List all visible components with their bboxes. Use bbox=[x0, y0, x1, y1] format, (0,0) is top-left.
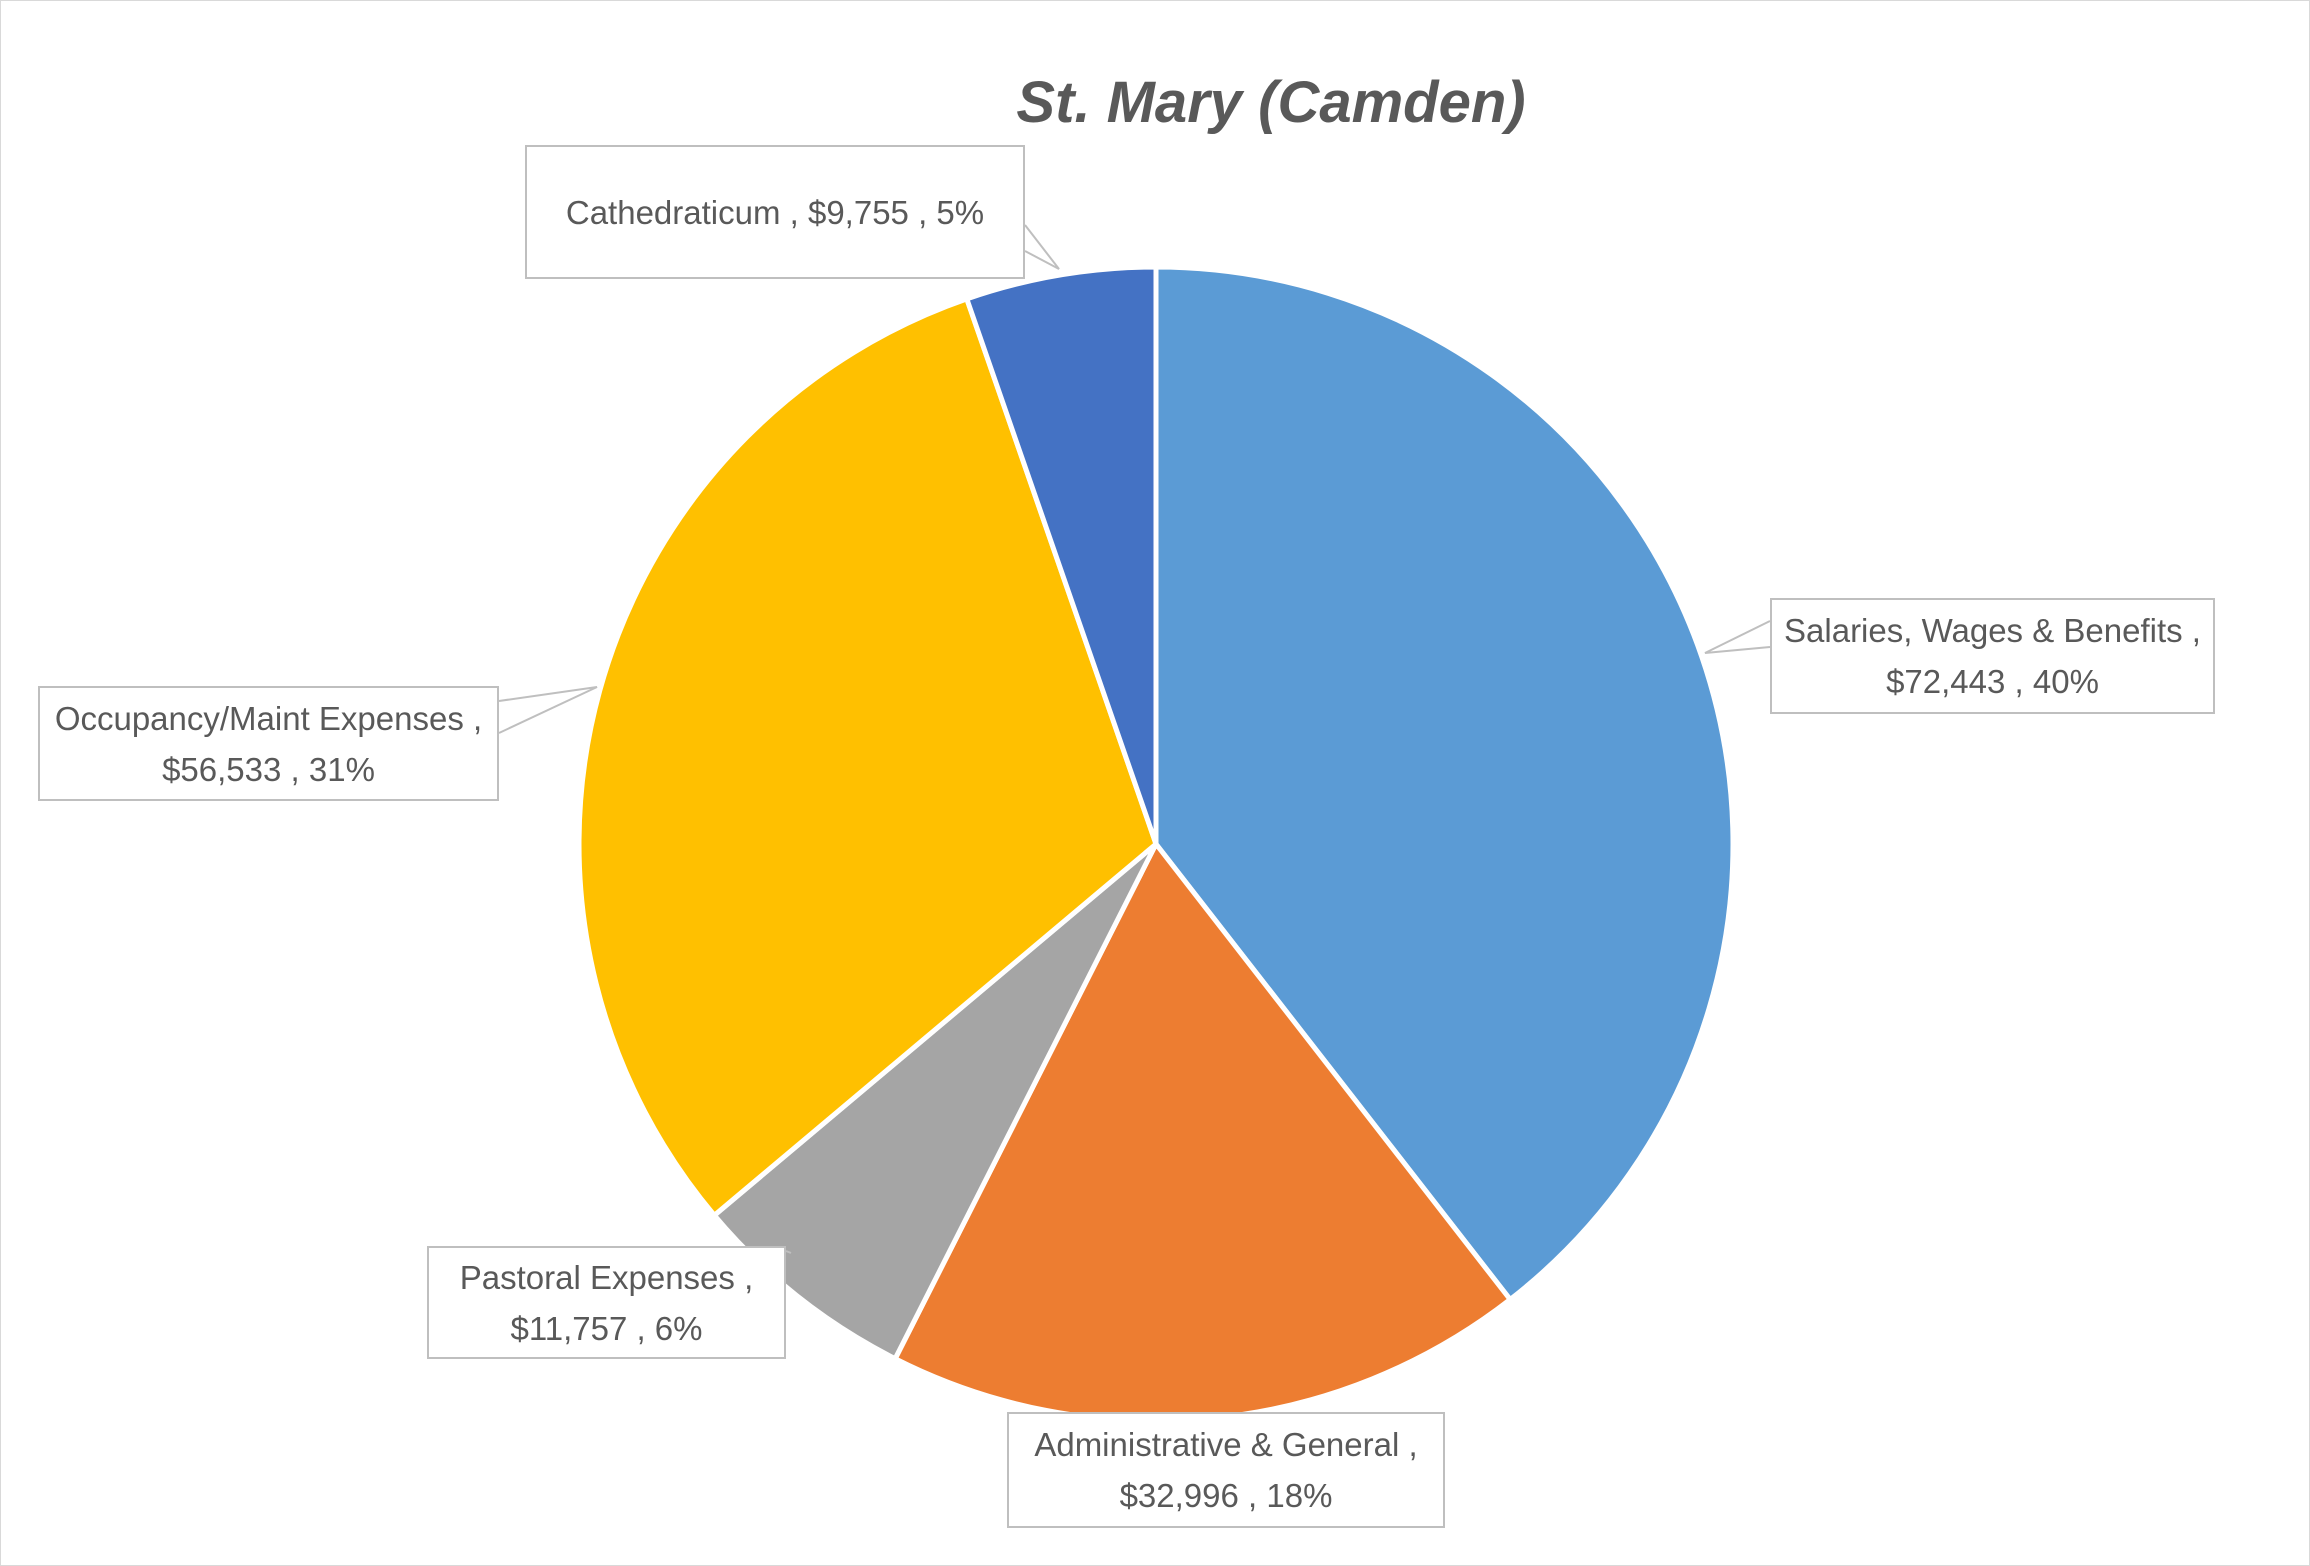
pie-slice-cathedraticum bbox=[964, 264, 1159, 847]
pie-slice-pastoral bbox=[711, 841, 1159, 1362]
data-label-salaries: Salaries, Wages & Benefits , $72,443 , 4… bbox=[1770, 598, 2215, 714]
chart-title: St. Mary (Camden) bbox=[1016, 70, 1526, 135]
leader-line-salaries bbox=[1704, 620, 1771, 654]
data-label-cathedraticum: Cathedraticum , $9,755 , 5% bbox=[525, 145, 1025, 279]
pie-slice-salaries bbox=[1153, 264, 1736, 1303]
pie-slice-occupancy bbox=[576, 296, 1159, 1218]
data-label-administrative: Administrative & General , $32,996 , 18% bbox=[1007, 1412, 1445, 1528]
leader-line-pastoral bbox=[785, 1250, 792, 1254]
data-label-occupancy: Occupancy/Maint Expenses , $56,533 , 31% bbox=[38, 686, 499, 801]
data-label-pastoral: Pastoral Expenses , $11,757 , 6% bbox=[427, 1246, 786, 1359]
leader-line-cathedraticum bbox=[1024, 224, 1060, 270]
leader-line-occupancy bbox=[498, 686, 598, 734]
